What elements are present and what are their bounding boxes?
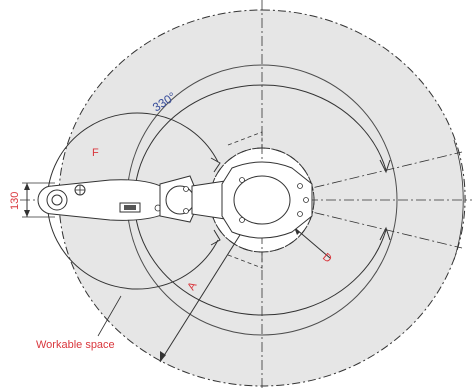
base-bolt-4 [297,211,303,217]
rotation-arrow-upper [379,159,391,174]
arc-f-arrow-bottom [210,229,221,246]
arc-f-arrow-top [210,157,221,173]
base-bolt-3 [297,183,303,189]
joint2-bolt-2 [183,208,189,214]
dim-a-arrowhead [160,351,166,362]
label-workable-space: Workable space [36,339,115,351]
range-limit-lower [261,199,463,249]
base-limit-outline-bottom [227,248,263,269]
dim-130-arrow-bottom [24,210,30,217]
base-bolt-1 [239,177,245,183]
range-limit-upper [261,151,463,201]
limit-tick-arc [453,139,464,261]
arm-connector-inner [124,205,136,210]
label-f: F [92,147,99,159]
base-bolt-2 [239,217,245,223]
robot-arm [37,161,313,239]
joint2-bolt-1 [183,186,189,192]
base-inner [233,175,291,225]
dim-130-arrow-top [24,183,30,190]
arm-tip-inner [51,194,63,206]
base-limit-outline-top [227,131,263,152]
label-130: 130 [9,192,21,210]
base-bolt-5 [303,197,309,203]
rotation-arrow-lower [379,226,391,241]
joint2-circle [165,185,195,215]
workable-space-leader [97,295,122,337]
